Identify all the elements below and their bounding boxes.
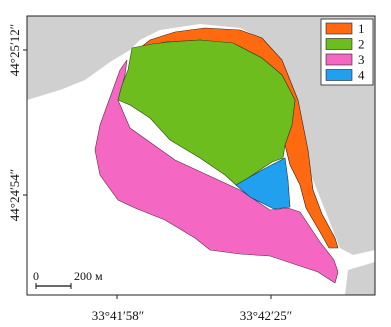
scale-zero-label: 0 <box>33 269 39 283</box>
land-southeast <box>345 262 375 295</box>
frame-ticks <box>23 49 272 299</box>
scale-distance-label: 200 м <box>74 269 103 283</box>
lat-label-1: 44°25′12″ <box>7 24 22 76</box>
lon-label-1: 33°41′58″ <box>92 308 144 323</box>
legend-swatch-3 <box>325 53 353 66</box>
legend-label-4: 4 <box>358 68 365 83</box>
map-frame <box>26 15 376 296</box>
legend-swatch-1 <box>325 22 353 35</box>
zone-2-area <box>117 39 296 186</box>
lat-label-2: 44°24′54″ <box>7 169 22 221</box>
lon-label-2: 33°42′25″ <box>240 308 292 323</box>
zone-4-area <box>235 157 291 210</box>
legend-label-1: 1 <box>358 21 365 36</box>
zone-3-area <box>94 59 339 284</box>
legend-label-2: 2 <box>358 37 365 52</box>
legend-swatch-2 <box>325 38 353 50</box>
legend-swatch-4 <box>325 69 353 81</box>
legend-label-3: 3 <box>358 52 365 67</box>
scale-bar: 0 200 м <box>33 269 103 289</box>
